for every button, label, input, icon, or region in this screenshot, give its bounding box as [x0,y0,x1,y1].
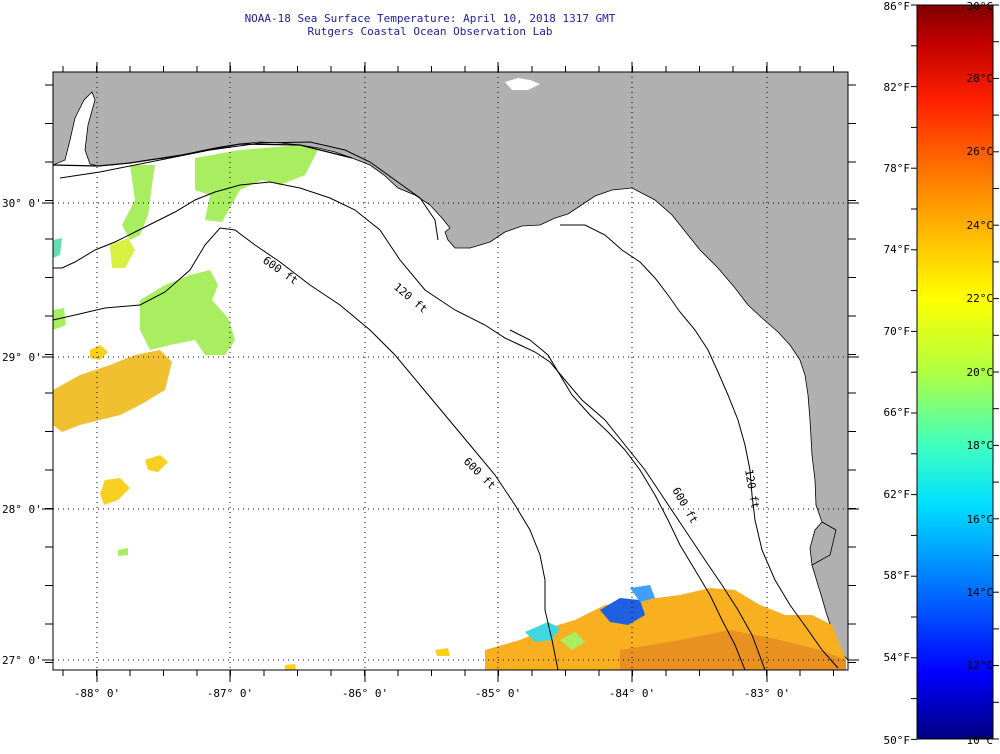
peninsula-tip [809,521,837,566]
colorbar-f-label: 50°F [884,734,911,747]
colorbar-c-label: 28°C [967,72,994,85]
colorbar-c-label: 14°C [967,586,994,599]
colorbar-f-label: 58°F [884,569,911,582]
colorbar-f-label: 86°F [884,0,911,13]
lon-label: -88° 0' [74,687,120,700]
isobath-120ft-west [53,181,766,670]
colorbar-f-label: 62°F [884,488,911,501]
colorbar [916,4,994,740]
isobath-600ft [53,227,559,670]
map-title: NOAA-18 Sea Surface Temperature: April 1… [244,12,616,25]
lat-label: 30° 0' [2,197,42,210]
colorbar-f-label: 78°F [884,162,911,175]
colorbar-c-label: 24°C [967,219,994,232]
lon-label: -86° 0' [342,687,388,700]
map-subtitle: Rutgers Coastal Ocean Observation Lab [307,25,553,38]
colorbar-c-label: 20°C [967,366,994,379]
lat-label: 28° 0' [2,503,42,516]
colorbar-f-label: 54°F [884,651,911,664]
colorbar-ticks [911,4,999,740]
colorbar-c-label: 16°C [967,513,994,526]
colorbar-f-label: 70°F [884,325,911,338]
isobath-120ft-east [560,224,839,669]
colorbar-c-label: 10°C [967,734,994,747]
lon-label: -87° 0' [207,687,253,700]
colorbar-c-label: 26°C [967,145,994,158]
colorbar-c-label: 12°C [967,659,994,672]
barrier-island [59,141,439,241]
frame-ticks [42,62,859,682]
lat-label: 29° 0' [2,351,42,364]
lat-label: 27° 0' [2,654,42,667]
colorbar-c-label: 18°C [967,439,994,452]
lon-label: -84° 0' [609,687,655,700]
colorbar-c-label: 30°C [967,0,994,13]
lon-label: -85° 0' [475,687,521,700]
lon-label: -83° 0' [744,687,790,700]
lake [505,78,540,90]
colorbar-f-label: 82°F [884,81,911,94]
colorbar-f-label: 66°F [884,406,911,419]
colorbar-c-label: 22°C [967,292,994,305]
colorbar-f-label: 74°F [884,243,911,256]
map-frame [52,71,849,671]
isobath-600ft-east [509,329,746,670]
coastline [53,143,353,167]
